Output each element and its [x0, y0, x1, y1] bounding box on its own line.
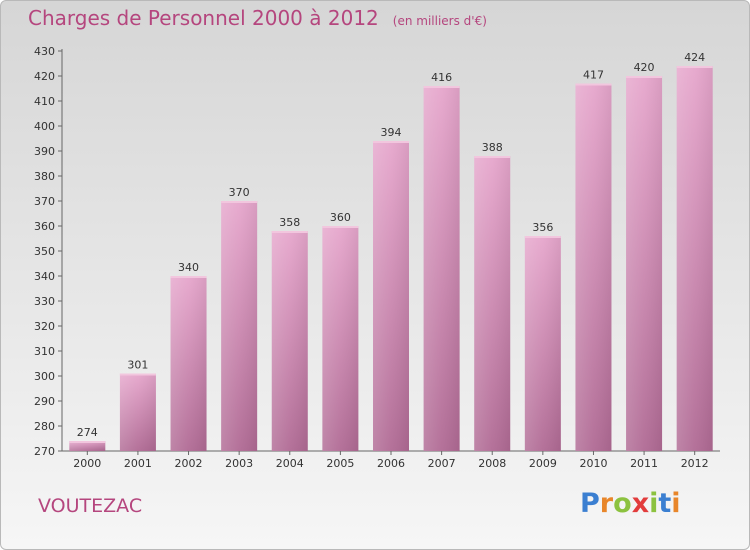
- y-tick-label: 420: [34, 70, 55, 83]
- x-tick-label: 2003: [225, 457, 253, 470]
- y-tick-label: 340: [34, 270, 55, 283]
- logo-letter: t: [658, 488, 672, 519]
- x-tick-label: 2011: [630, 457, 658, 470]
- data-label: 340: [178, 261, 199, 274]
- commune-name: VOUTEZAC: [38, 495, 143, 517]
- x-tick-label: 2010: [579, 457, 607, 470]
- x-tick-label: 2012: [681, 457, 709, 470]
- y-tick-label: 290: [34, 395, 55, 408]
- bar-shine: [322, 226, 359, 451]
- y-tick-label: 350: [34, 245, 55, 258]
- chart-subtitle: (en milliers d'€): [392, 14, 487, 28]
- bar-top-highlight: [322, 226, 359, 228]
- bar-shine: [373, 141, 409, 451]
- x-tick-label: 2008: [478, 457, 506, 470]
- chart-title: Charges de Personnel 2000 à 2012: [28, 6, 379, 30]
- bar-shine: [676, 66, 713, 451]
- y-tick-label: 390: [34, 145, 55, 158]
- bar-top-highlight: [119, 373, 156, 376]
- y-tick-label: 300: [34, 370, 55, 383]
- logo-letter: o: [613, 488, 632, 519]
- data-label: 424: [684, 51, 705, 64]
- data-label: 370: [229, 186, 250, 199]
- title-line: Charges de Personnel 2000 à 2012 (en mill…: [28, 6, 487, 30]
- bar-top-highlight: [474, 156, 511, 158]
- y-tick-label: 310: [34, 345, 55, 358]
- y-tick-label: 280: [34, 420, 55, 433]
- x-tick-label: 2005: [326, 457, 354, 470]
- x-tick-label: 2007: [428, 457, 456, 470]
- bar-shine: [221, 201, 258, 451]
- bar-top-highlight: [271, 231, 308, 233]
- x-tick-label: 2001: [124, 457, 152, 470]
- x-tick-label: 2000: [73, 457, 101, 470]
- bar-top-highlight: [626, 76, 663, 78]
- y-tick-label: 410: [34, 95, 55, 108]
- plot-area: 270 280 290 300 310 320 330 340 350 360 370 380 390 4…: [34, 45, 720, 470]
- bar-shine: [170, 276, 207, 451]
- logo-letter: r: [599, 488, 614, 519]
- data-label: 420: [634, 61, 655, 74]
- bar-top-highlight: [221, 201, 258, 203]
- logo-letter: x: [631, 488, 650, 519]
- y-tick-label: 430: [34, 45, 55, 58]
- bar-shine: [524, 236, 561, 451]
- x-tick-label: 2009: [529, 457, 557, 470]
- bar-shine: [626, 76, 663, 451]
- x-tick-label: 2002: [175, 457, 203, 470]
- proxiti-logo: Proxiti: [580, 488, 681, 519]
- data-label: 358: [279, 216, 300, 229]
- y-tick-label: 330: [34, 295, 55, 308]
- data-label: 416: [431, 71, 452, 84]
- y-tick-label: 270: [34, 445, 55, 458]
- bar-top-highlight: [69, 441, 106, 443]
- bar-top-highlight: [423, 86, 460, 88]
- bar-shine: [575, 83, 612, 451]
- logo-letter: P: [580, 488, 600, 519]
- y-tick-label: 320: [34, 320, 55, 333]
- y-tick-label: 360: [34, 220, 55, 233]
- data-label: 360: [330, 211, 351, 224]
- data-label: 417: [583, 69, 604, 82]
- y-tick-label: 370: [34, 195, 55, 208]
- bar-top-highlight: [676, 66, 713, 68]
- data-label: 388: [482, 141, 503, 154]
- bar-top-highlight: [170, 276, 207, 278]
- data-label: 356: [532, 221, 553, 234]
- bar-shine: [423, 86, 460, 451]
- bar-shine: [474, 156, 511, 451]
- y-tick-label: 380: [34, 170, 55, 183]
- data-label: 394: [381, 126, 402, 139]
- x-tick-label: 2004: [276, 457, 304, 470]
- x-tick-label: 2006: [377, 457, 405, 470]
- bar-top-highlight: [373, 141, 409, 143]
- data-label: 301: [127, 359, 148, 372]
- bar-shine: [271, 231, 308, 451]
- data-label: 274: [77, 426, 98, 439]
- bar-shine: [119, 373, 156, 451]
- y-tick-label: 400: [34, 120, 55, 133]
- logo-letter: i: [671, 488, 681, 519]
- bar-shine: [69, 441, 106, 451]
- logo-letter: i: [649, 488, 659, 519]
- bar-top-highlight: [575, 83, 612, 86]
- bar-top-highlight: [524, 236, 561, 238]
